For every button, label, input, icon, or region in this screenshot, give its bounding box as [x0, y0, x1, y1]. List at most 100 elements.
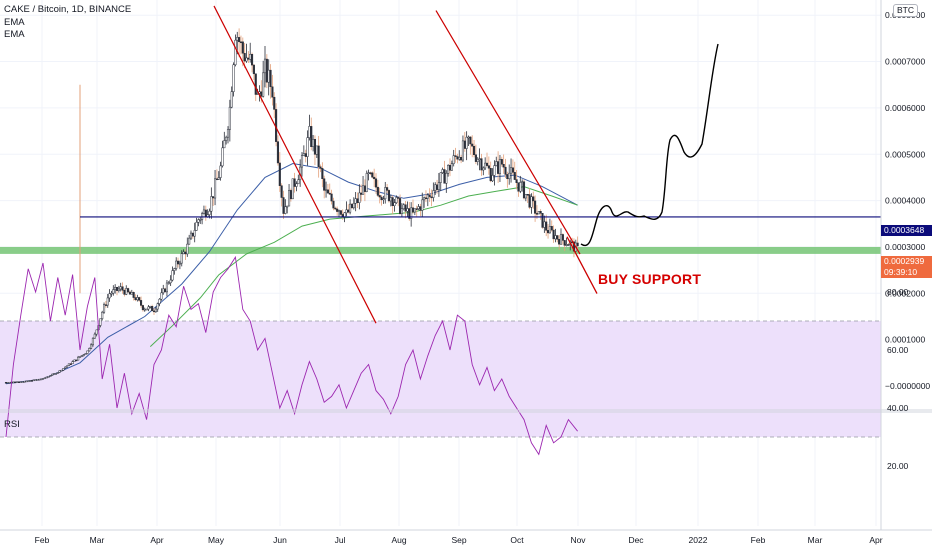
drawings[interactable] — [80, 5, 881, 324]
candle-body — [66, 365, 69, 368]
candle-body — [17, 381, 20, 383]
candle-body — [434, 184, 437, 191]
candle-body — [522, 181, 526, 199]
chart-legend: CAKE / Bitcoin, 1D, BINANCE EMA EMA — [4, 4, 131, 42]
candle-body — [217, 177, 220, 180]
symbol-title[interactable]: CAKE / Bitcoin, 1D, BINANCE — [4, 4, 132, 15]
candle-body — [374, 178, 378, 188]
candle-body — [212, 196, 215, 199]
ema-legend-2[interactable]: EMA — [4, 29, 25, 40]
rsi-series-line — [5, 255, 578, 456]
price-projection-path[interactable] — [580, 43, 719, 247]
candle-body — [115, 287, 119, 291]
rsi-tick-label: 20.00 — [887, 461, 909, 471]
x-tick-label: Apr — [150, 535, 163, 545]
candle-body — [539, 211, 542, 214]
candle-body — [441, 169, 444, 173]
candle-body — [171, 270, 174, 281]
candle-body — [103, 304, 106, 313]
candle-body — [339, 210, 342, 215]
candle-body — [423, 197, 426, 201]
candle-body — [347, 209, 350, 213]
candle-body — [387, 190, 390, 202]
candle-body — [189, 232, 193, 239]
candle-body — [469, 136, 472, 145]
candle-body — [543, 221, 546, 228]
candle-body — [47, 376, 50, 378]
candle-body — [60, 369, 63, 372]
candle-body — [391, 197, 394, 206]
candle-body — [29, 380, 32, 382]
candle-body — [101, 311, 104, 319]
candle-body — [397, 197, 400, 199]
candle-body — [114, 287, 117, 290]
candle-body — [119, 286, 122, 290]
candle-body — [186, 243, 189, 255]
candle-body — [152, 310, 156, 313]
candle-body — [332, 200, 335, 209]
buy-support-arrow-line[interactable] — [566, 236, 598, 294]
candle-body — [58, 370, 61, 373]
candle-body — [191, 232, 194, 237]
candle-body — [241, 41, 244, 54]
candle-body — [563, 240, 566, 246]
rsi-band-fill — [0, 321, 881, 437]
currency-tag[interactable]: BTC — [893, 4, 918, 17]
candle-body — [178, 262, 181, 265]
candle-body — [208, 210, 211, 215]
candle-body — [363, 185, 366, 192]
candle-body — [16, 381, 19, 383]
x-tick-label: Dec — [628, 535, 644, 545]
candle-body — [38, 378, 41, 381]
candle-body — [487, 165, 490, 169]
rsi-legend[interactable]: RSI — [4, 419, 20, 430]
candle-body — [447, 165, 450, 174]
candle-body — [373, 176, 376, 180]
candle-body — [349, 203, 352, 213]
candle-body — [195, 222, 198, 231]
candle-body — [230, 91, 233, 108]
candle-body — [535, 213, 539, 215]
candle-body — [90, 344, 93, 349]
candle-body — [36, 379, 39, 381]
candle-body — [193, 230, 196, 237]
candle-body — [167, 282, 170, 285]
candle-body — [313, 139, 316, 155]
candle-body — [82, 354, 85, 356]
y-tick-label: −0.0000000 — [885, 381, 930, 391]
candle-body — [143, 308, 146, 311]
candle-body — [51, 373, 54, 376]
candle-body — [184, 251, 187, 255]
candle-body — [411, 207, 415, 213]
candle-body — [432, 190, 435, 198]
candle-body — [310, 126, 313, 147]
candle-body — [547, 230, 550, 234]
candle-body — [386, 187, 389, 191]
candle-body — [27, 380, 30, 383]
candle-body — [485, 162, 489, 166]
x-tick-label: Apr — [869, 535, 882, 545]
downtrend-line-2[interactable] — [435, 10, 581, 255]
ema-legend-1[interactable]: EMA — [4, 16, 25, 28]
candle-body — [526, 194, 529, 196]
candle-body — [64, 366, 67, 369]
candle-body — [541, 213, 544, 228]
candle-body — [454, 155, 457, 157]
candle-body — [443, 169, 446, 184]
candle-body — [558, 239, 561, 245]
candle-body — [21, 381, 24, 383]
downtrend-line-1[interactable] — [213, 5, 377, 324]
x-tick-label: May — [208, 535, 225, 545]
x-tick-label: Mar — [808, 535, 823, 545]
candle-body — [382, 198, 385, 201]
candle-body — [482, 167, 485, 171]
candle-body — [197, 219, 200, 223]
candle-body — [99, 318, 102, 326]
candle-body — [548, 226, 551, 234]
candle-body — [41, 378, 45, 380]
candle-body — [45, 376, 48, 379]
rsi-band — [0, 320, 881, 438]
candle-body — [239, 41, 242, 44]
